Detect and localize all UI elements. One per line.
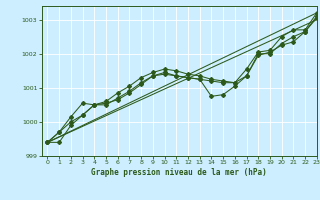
X-axis label: Graphe pression niveau de la mer (hPa): Graphe pression niveau de la mer (hPa)	[91, 168, 267, 177]
